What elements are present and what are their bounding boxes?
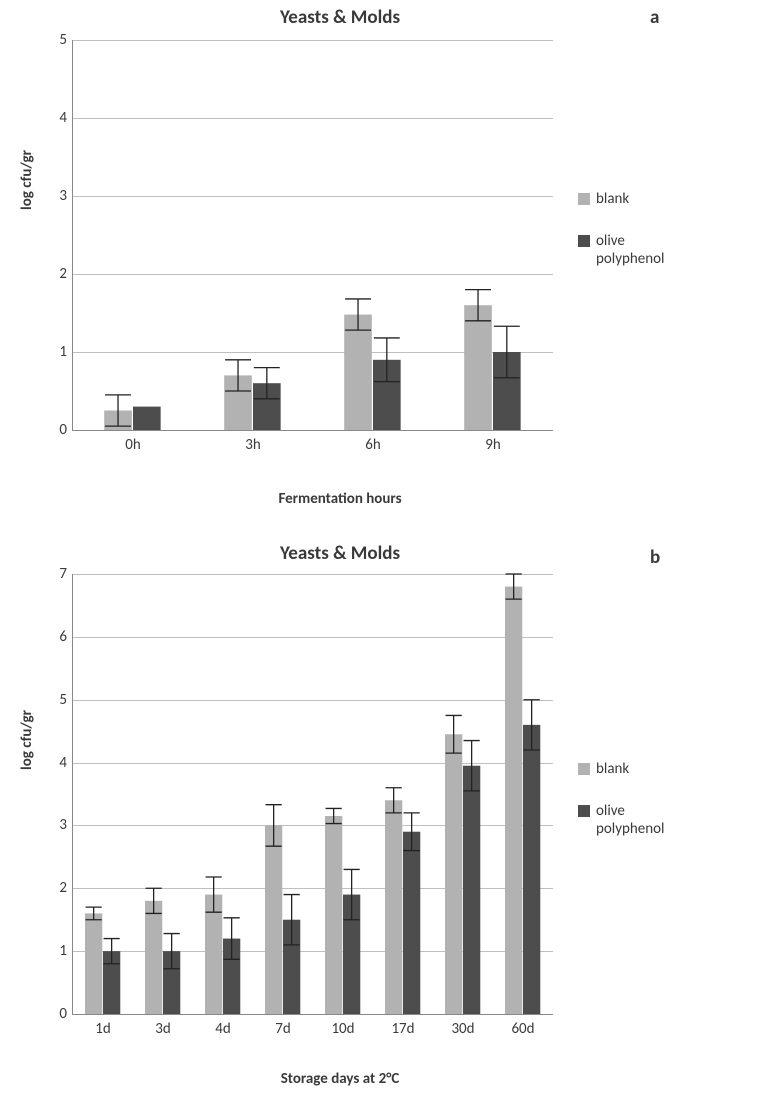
chart-a-ylabel: log cfu/gr — [18, 80, 36, 280]
y-tick-label: 2 — [59, 879, 73, 897]
chart-a-xlabel: Fermentation hours — [140, 490, 540, 508]
chart-b-title: Yeasts & Molds — [140, 542, 540, 565]
x-tick-label: 0h — [125, 430, 140, 454]
bar — [325, 816, 342, 1014]
legend-label: blank — [596, 190, 629, 208]
y-tick-label: 2 — [59, 265, 73, 283]
y-tick-label: 4 — [59, 754, 73, 772]
x-tick-label: 4d — [215, 1014, 230, 1038]
chart-b-legend: blank olive polyphenol — [578, 760, 664, 862]
y-tick-label: 0 — [59, 421, 73, 439]
x-tick-label: 6h — [365, 430, 380, 454]
bar — [385, 800, 402, 1014]
y-tick-label: 1 — [59, 942, 73, 960]
panel-a: a Yeasts & Molds log cfu/gr 0123450h3h6h… — [0, 0, 759, 540]
chart-a-title: Yeasts & Molds — [140, 6, 540, 29]
bar — [445, 734, 462, 1014]
y-tick-label: 5 — [59, 31, 73, 49]
x-tick-label: 60d — [511, 1014, 534, 1038]
y-tick-label: 0 — [59, 1005, 73, 1023]
chart-b-xlabel: Storage days at 2°C — [140, 1070, 540, 1088]
x-tick-label: 30d — [451, 1014, 474, 1038]
page: a Yeasts & Molds log cfu/gr 0123450h3h6h… — [0, 0, 759, 1118]
legend-label: olive polyphenol — [596, 232, 664, 268]
legend-swatch-blank — [578, 763, 590, 775]
y-tick-label: 7 — [59, 565, 73, 583]
y-tick-label: 4 — [59, 109, 73, 127]
legend-item: olive polyphenol — [578, 232, 664, 268]
legend-label: olive polyphenol — [596, 802, 664, 838]
chart-a-legend: blank olive polyphenol — [578, 190, 664, 292]
y-tick-label: 5 — [59, 691, 73, 709]
legend-swatch-olive — [578, 805, 590, 817]
bar — [463, 766, 480, 1014]
x-tick-label: 9h — [485, 430, 500, 454]
bar — [523, 725, 540, 1014]
y-tick-label: 6 — [59, 628, 73, 646]
chart-svg — [73, 574, 553, 1014]
legend-item: blank — [578, 190, 664, 208]
bar — [85, 913, 102, 1014]
bar — [145, 901, 162, 1014]
bar — [344, 315, 372, 430]
legend-item: blank — [578, 760, 664, 778]
chart-b-ylabel: log cfu/gr — [18, 640, 36, 840]
chart-svg — [73, 40, 553, 430]
panel-a-label: a — [650, 6, 659, 29]
y-tick-label: 3 — [59, 816, 73, 834]
y-tick-label: 1 — [59, 343, 73, 361]
bar — [505, 587, 522, 1014]
bar — [464, 305, 492, 430]
x-tick-label: 10d — [331, 1014, 354, 1038]
bar — [403, 832, 420, 1014]
bar — [133, 407, 161, 430]
x-tick-label: 17d — [391, 1014, 414, 1038]
bar — [265, 825, 282, 1014]
legend-swatch-blank — [578, 193, 590, 205]
legend-item: olive polyphenol — [578, 802, 664, 838]
y-tick-label: 3 — [59, 187, 73, 205]
chart-a-plot: 0123450h3h6h9h — [72, 40, 553, 431]
legend-swatch-olive — [578, 235, 590, 247]
x-tick-label: 1d — [95, 1014, 110, 1038]
legend-label: blank — [596, 760, 629, 778]
panel-b: b Yeasts & Molds log cfu/gr 012345671d3d… — [0, 540, 759, 1118]
x-tick-label: 3d — [155, 1014, 170, 1038]
chart-b-plot: 012345671d3d4d7d10d17d30d60d — [72, 574, 553, 1015]
panel-b-label: b — [650, 546, 660, 569]
x-tick-label: 7d — [275, 1014, 290, 1038]
x-tick-label: 3h — [245, 430, 260, 454]
